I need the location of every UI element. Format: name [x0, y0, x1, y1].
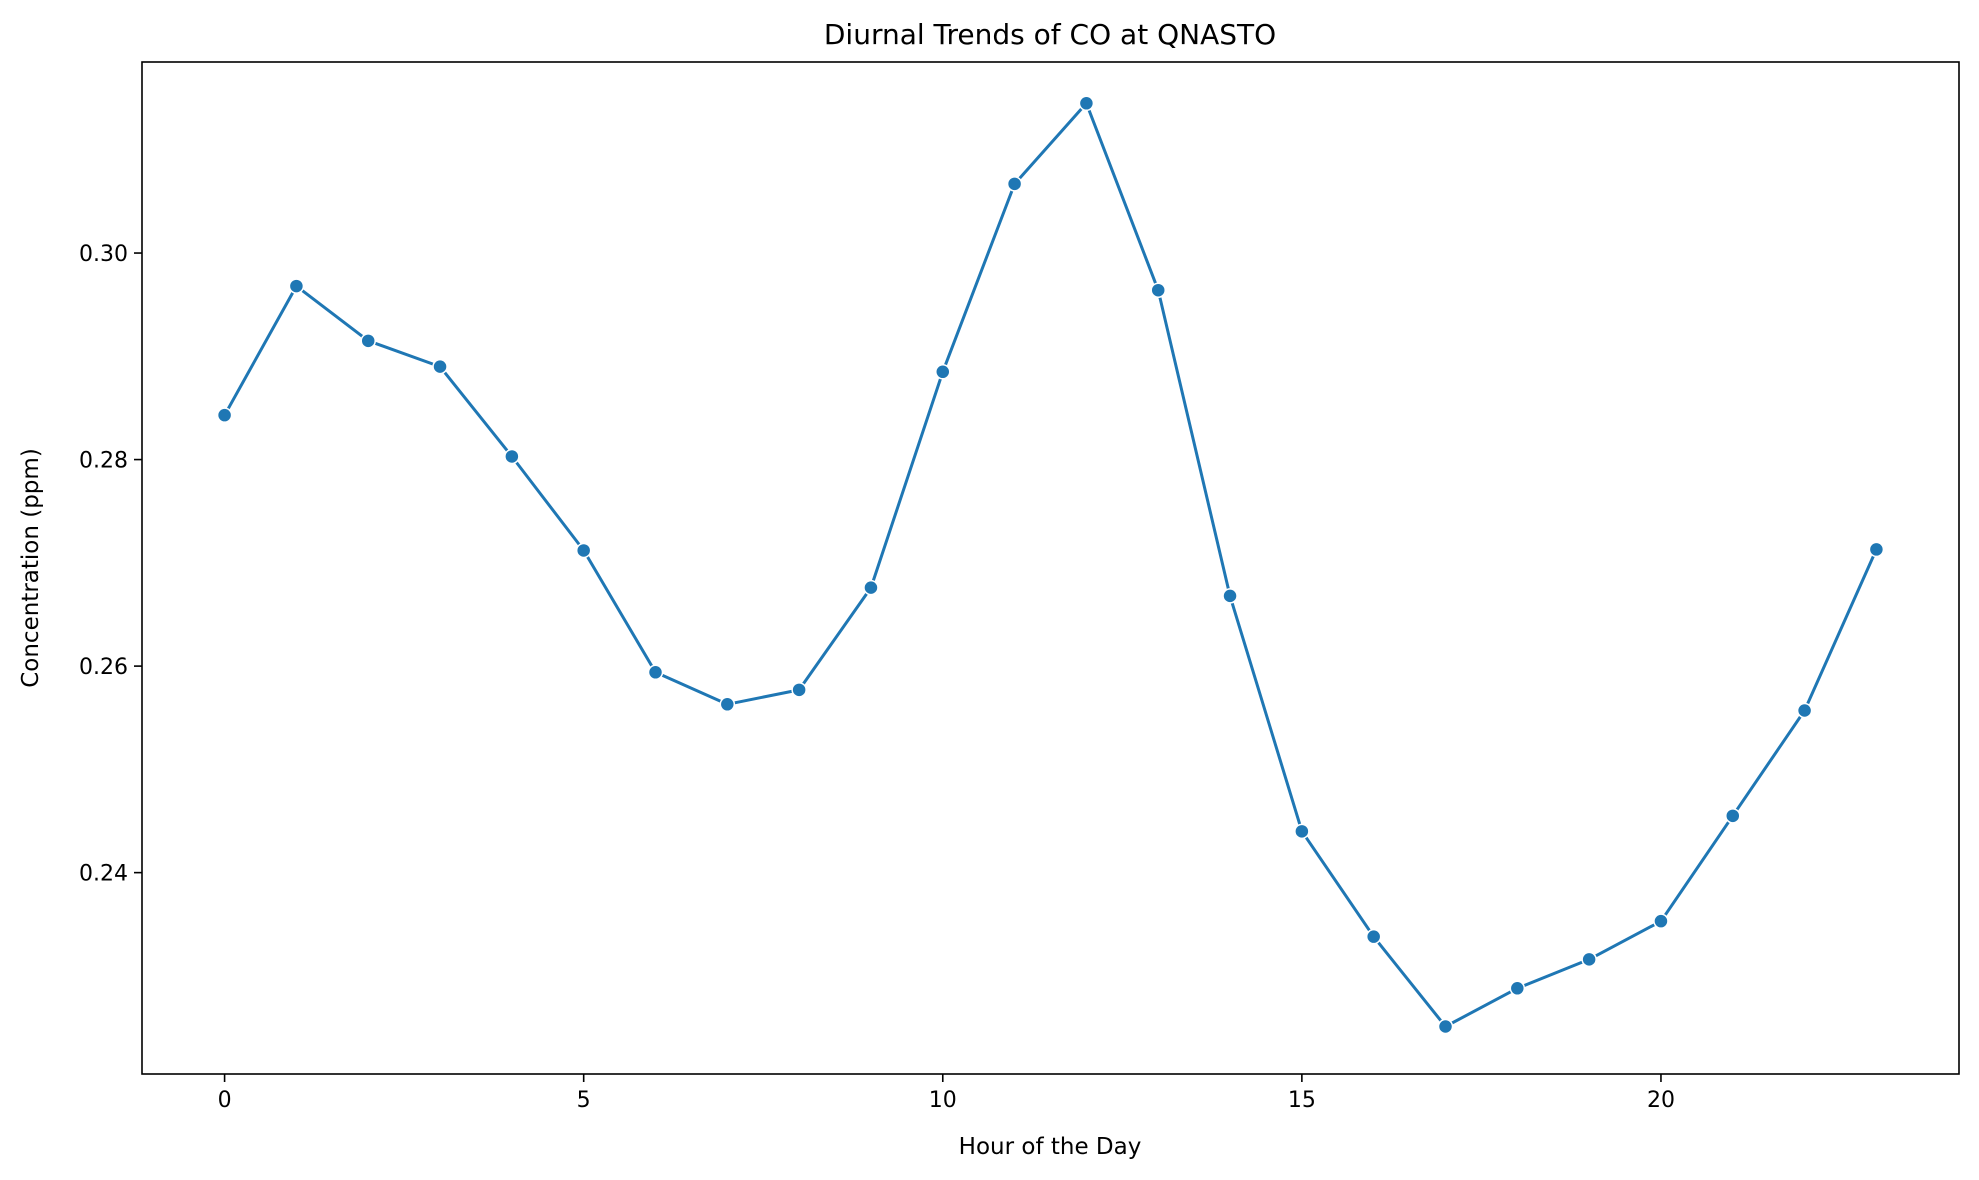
plot-area: 0 5 10 15 20 0.24 0.26 0.28 0.30 — [79, 95, 1885, 1113]
data-point — [1222, 588, 1238, 604]
data-point — [360, 333, 376, 349]
y-tick-label: 0.28 — [79, 449, 128, 474]
data-point — [1006, 176, 1023, 192]
data-point — [504, 448, 520, 465]
data-point — [288, 278, 305, 294]
x-axis-label: Hour of the Day — [959, 1134, 1142, 1160]
chart-title: Diurnal Trends of CO at QNASTO — [824, 18, 1276, 51]
data-point — [216, 407, 233, 423]
series-line — [223, 101, 1878, 1028]
y-tick-label: 0.24 — [79, 862, 128, 887]
data-point — [863, 579, 879, 596]
data-point — [1725, 808, 1741, 824]
data-point — [1868, 541, 1885, 558]
data-point — [1150, 282, 1166, 298]
data-point — [1078, 95, 1095, 112]
y-axis-label: Concentration (ppm) — [18, 448, 44, 688]
y-tick-label: 0.26 — [79, 655, 128, 680]
y-tick-label: 0.30 — [79, 242, 128, 267]
data-point — [719, 696, 736, 713]
x-tick-label: 0 — [218, 1088, 232, 1113]
data-point — [1365, 928, 1382, 945]
data-point — [1437, 1018, 1454, 1035]
data-point — [575, 542, 592, 559]
x-tick-label: 20 — [1647, 1088, 1675, 1113]
data-point — [1509, 980, 1526, 997]
data-point — [935, 364, 951, 380]
data-point — [1653, 913, 1669, 929]
data-point — [647, 664, 664, 681]
x-tick-label: 15 — [1288, 1088, 1316, 1113]
x-tick-label: 10 — [929, 1088, 957, 1113]
plot-frame — [141, 61, 1960, 1075]
data-point — [1796, 702, 1813, 719]
data-point — [1294, 823, 1310, 840]
x-tick-label: 5 — [577, 1088, 591, 1113]
data-point — [791, 682, 807, 698]
data-point — [1581, 951, 1597, 968]
data-point — [432, 358, 448, 375]
